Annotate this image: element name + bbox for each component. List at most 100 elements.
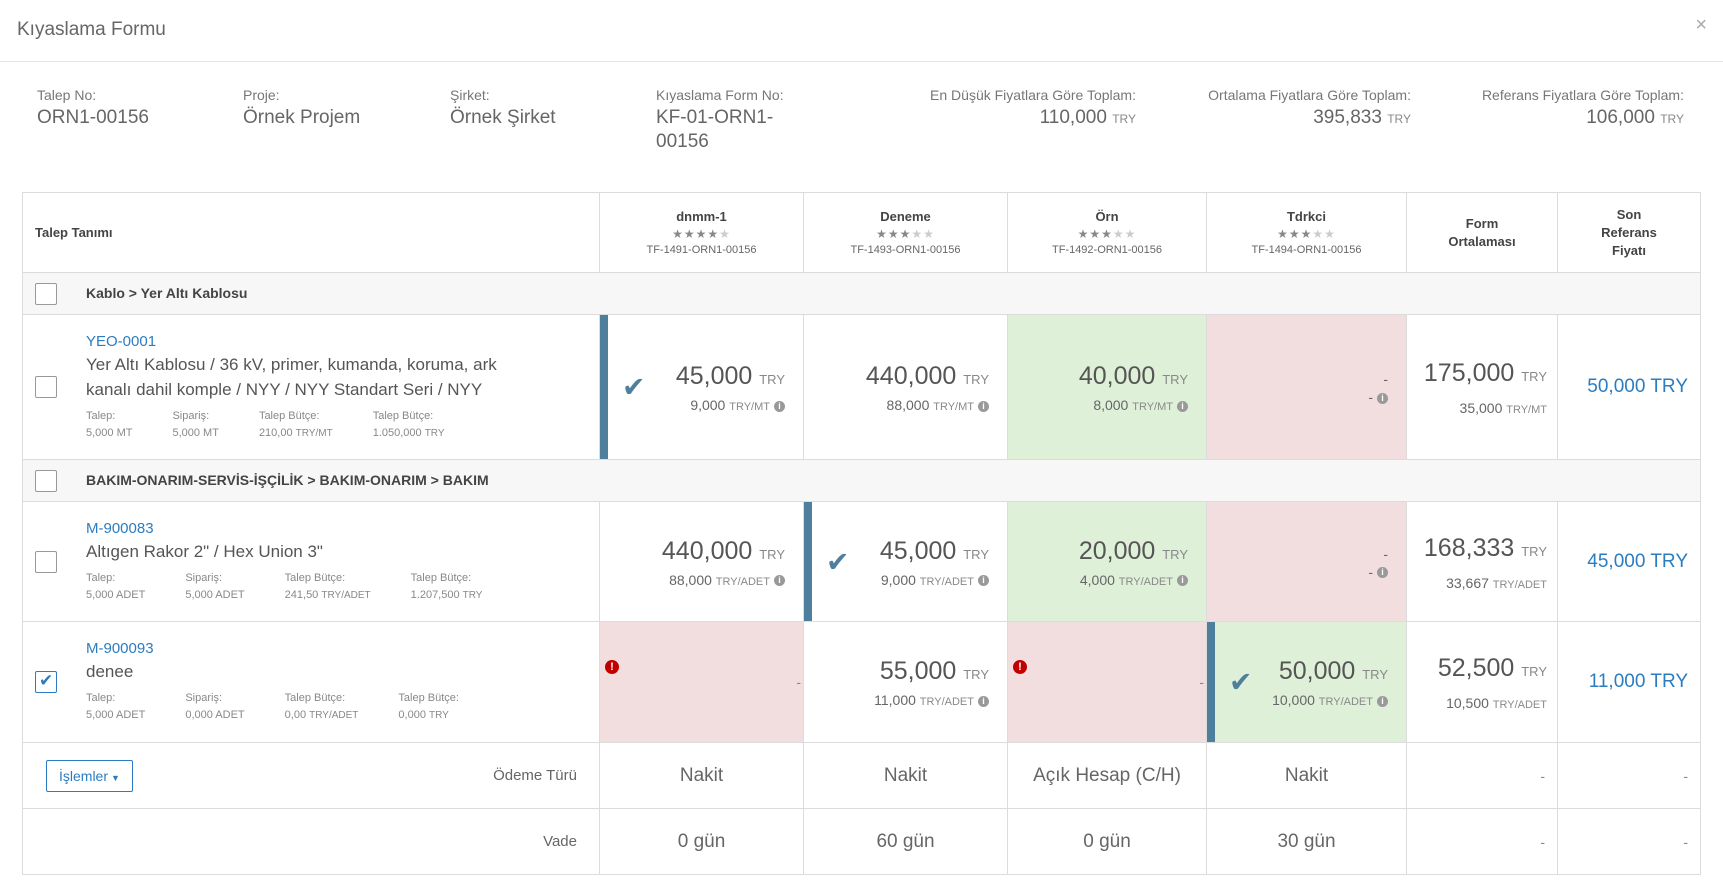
info-label: Şirket: xyxy=(450,87,490,103)
price-unit: -i xyxy=(1207,564,1388,580)
meta-label: Talep: xyxy=(86,409,116,422)
payment-type-value: Açık Hesap (C/H) xyxy=(1007,742,1207,809)
price-unit: -i xyxy=(1207,389,1388,405)
price-cell[interactable]: 55,000 TRY 11,000 TRY/ADET i xyxy=(803,621,1008,743)
meta-value: 5,000 ADET xyxy=(185,587,244,604)
reference-price-link[interactable]: 45,000 TRY xyxy=(1557,501,1701,622)
reference-price-link[interactable]: 11,000 TRY xyxy=(1557,621,1701,743)
empty-dash: - xyxy=(1406,808,1558,875)
price-cell-error[interactable]: ! - xyxy=(599,621,804,743)
currency: TRY xyxy=(759,546,785,562)
star-rating: ★★★★★ xyxy=(1277,227,1336,241)
price-total: 45,000 TRY xyxy=(600,361,785,395)
avg-unit: 35,000 TRY/MT xyxy=(1407,400,1547,416)
info-icon[interactable]: i xyxy=(1377,567,1388,579)
price-cell[interactable]: 440,000 TRY 88,000 TRY/MT i xyxy=(803,314,1008,460)
info-icon[interactable]: i xyxy=(978,400,989,412)
meta-value-number: 0,000 xyxy=(398,709,426,721)
modal-title: Kıyaslama Formu xyxy=(17,19,166,40)
price-cell-selected[interactable]: ✔ 45,000 TRY 9,000 TRY/ADET i xyxy=(803,501,1008,622)
item-description: Altıgen Rakor 2" / Hex Union 3" xyxy=(86,541,323,561)
price-cell-selected[interactable]: ✔ 50,000 TRY 10,000 TRY/ADET i xyxy=(1206,621,1407,743)
check-icon: ✔ xyxy=(622,370,646,404)
vendor-code: TF-1491-ORN1-00156 xyxy=(646,244,757,256)
price-cell-empty[interactable]: - -i xyxy=(1206,314,1407,460)
operations-dropdown-button[interactable]: İşlemler ▼ xyxy=(46,759,133,792)
description-line: Yer Altı Kablosu / 36 kV, primer, kumand… xyxy=(86,354,497,374)
item-code-link[interactable]: M-900093 xyxy=(86,640,154,657)
info-icon[interactable]: i xyxy=(1177,575,1188,587)
unit-price-value: 8,000 xyxy=(1093,397,1129,413)
price-cell-selected[interactable]: ✔ 45,000 TRY 9,000 TRY/MT i xyxy=(599,314,804,460)
price-total-value: 440,000 xyxy=(661,536,753,565)
table-row: M-900093 denee Talep: 5,000 ADET Sipariş:… xyxy=(22,621,1701,743)
category-checkbox[interactable] xyxy=(35,282,57,305)
price-unit: 11,000 TRY/ADET i xyxy=(804,692,989,708)
currency: TRY xyxy=(963,667,989,682)
header-line: Form xyxy=(1465,215,1499,231)
info-icon[interactable]: i xyxy=(774,575,785,587)
avg-total-value: 52,500 xyxy=(1437,654,1515,682)
empty-dash: - xyxy=(1557,742,1701,809)
info-label: En Düşük Fiyatlara Göre Toplam: xyxy=(930,87,1136,103)
price-cell-empty[interactable]: - -i xyxy=(1206,501,1407,622)
info-icon[interactable]: i xyxy=(774,400,785,412)
info-icon[interactable]: i xyxy=(978,695,989,707)
item-checkbox-checked[interactable] xyxy=(35,671,57,693)
item-code-link[interactable]: M-900083 xyxy=(86,519,154,537)
modal-header: Kıyaslama Formu × xyxy=(0,0,1723,62)
info-value-cont: 00156 xyxy=(656,131,709,152)
meta-label: Talep Bütçe: xyxy=(258,409,320,422)
item-checkbox[interactable] xyxy=(35,376,57,398)
meta-label: Talep Bütçe: xyxy=(372,409,434,422)
price-cell-lowest[interactable]: 20,000 TRY 4,000 TRY/ADET i xyxy=(1007,501,1207,622)
item-code-link[interactable]: YEO-0001 xyxy=(86,332,157,350)
meta-talep: Talep: 5,000 ADET xyxy=(86,690,145,724)
avg-total: 168,333 TRY xyxy=(1407,533,1547,567)
avg-total-value: 175,000 xyxy=(1423,359,1515,387)
vendor-header: dnmm-1 ★★★★★ TF-1491-ORN1-00156 xyxy=(599,192,804,273)
price-cell[interactable]: 440,000 TRY 88,000 TRY/ADET i xyxy=(599,501,804,622)
total-value: 106,000 xyxy=(1586,107,1655,128)
price-cell-lowest[interactable]: 40,000 TRY 8,000 TRY/MT i xyxy=(1007,314,1207,460)
meta-label: Sipariş: xyxy=(172,409,210,422)
payment-type-value: Nakit xyxy=(803,742,1008,809)
info-value: Örnek Projem xyxy=(243,107,361,128)
category-checkbox[interactable] xyxy=(35,469,57,492)
info-ortalama: Ortalama Fiyatlara Göre Toplam: 395,833 … xyxy=(1208,86,1411,131)
close-icon[interactable]: × xyxy=(1695,14,1707,36)
description-line: kanalı dahil komple / NYY / NYY Standart… xyxy=(86,379,483,399)
price-unit: 10,000 TRY/ADET i xyxy=(1207,692,1388,708)
info-icon[interactable]: i xyxy=(1177,400,1188,412)
unit-currency: TRY/MT xyxy=(729,401,770,413)
total-value: 110,000 xyxy=(1039,107,1107,128)
meta-label: Talep Bütçe: xyxy=(284,692,346,704)
info-referans: Referans Fiyatlara Göre Toplam: 106,000 … xyxy=(1482,86,1684,131)
meta-label: Sipariş: xyxy=(185,692,223,704)
info-icon[interactable]: i xyxy=(1377,392,1388,404)
info-value: 395,833 TRY xyxy=(1208,106,1411,131)
price-cell-error[interactable]: ! - xyxy=(1007,621,1207,743)
unit-price-value: 33,667 xyxy=(1446,574,1489,591)
vendor-code: TF-1492-ORN1-00156 xyxy=(1051,244,1163,256)
term-value: 0 gün xyxy=(1007,808,1207,875)
meta-value-number: 0,00 xyxy=(284,709,307,721)
item-description: denee xyxy=(86,662,134,681)
vendor-header: Örn ★★★★★ TF-1492-ORN1-00156 xyxy=(1007,192,1207,273)
unit-price-value: 10,000 xyxy=(1272,692,1315,708)
meta-label: Talep Bütçe: xyxy=(284,571,346,584)
info-sirket: Şirket: Örnek Şirket xyxy=(450,86,556,130)
info-icon[interactable]: i xyxy=(1377,695,1388,707)
meta-value-number: 210,00 xyxy=(258,426,293,439)
unit-currency: TRY/MT xyxy=(933,401,974,413)
info-icon[interactable]: i xyxy=(978,575,989,587)
unit-currency: TRY/ADET xyxy=(919,696,974,708)
item-meta: Talep: 5,000 ADET Sipariş: 0,000 ADET Tale… xyxy=(86,690,589,724)
price-total-value: 20,000 xyxy=(1078,536,1156,565)
error-icon: ! xyxy=(1013,660,1027,674)
reference-price-link[interactable]: 50,000 TRY xyxy=(1557,314,1701,460)
meta-value: 5,000 MT xyxy=(86,425,132,442)
error-icon: ! xyxy=(605,660,619,674)
meta-unit: TRY xyxy=(429,710,449,721)
item-checkbox[interactable] xyxy=(35,550,57,573)
